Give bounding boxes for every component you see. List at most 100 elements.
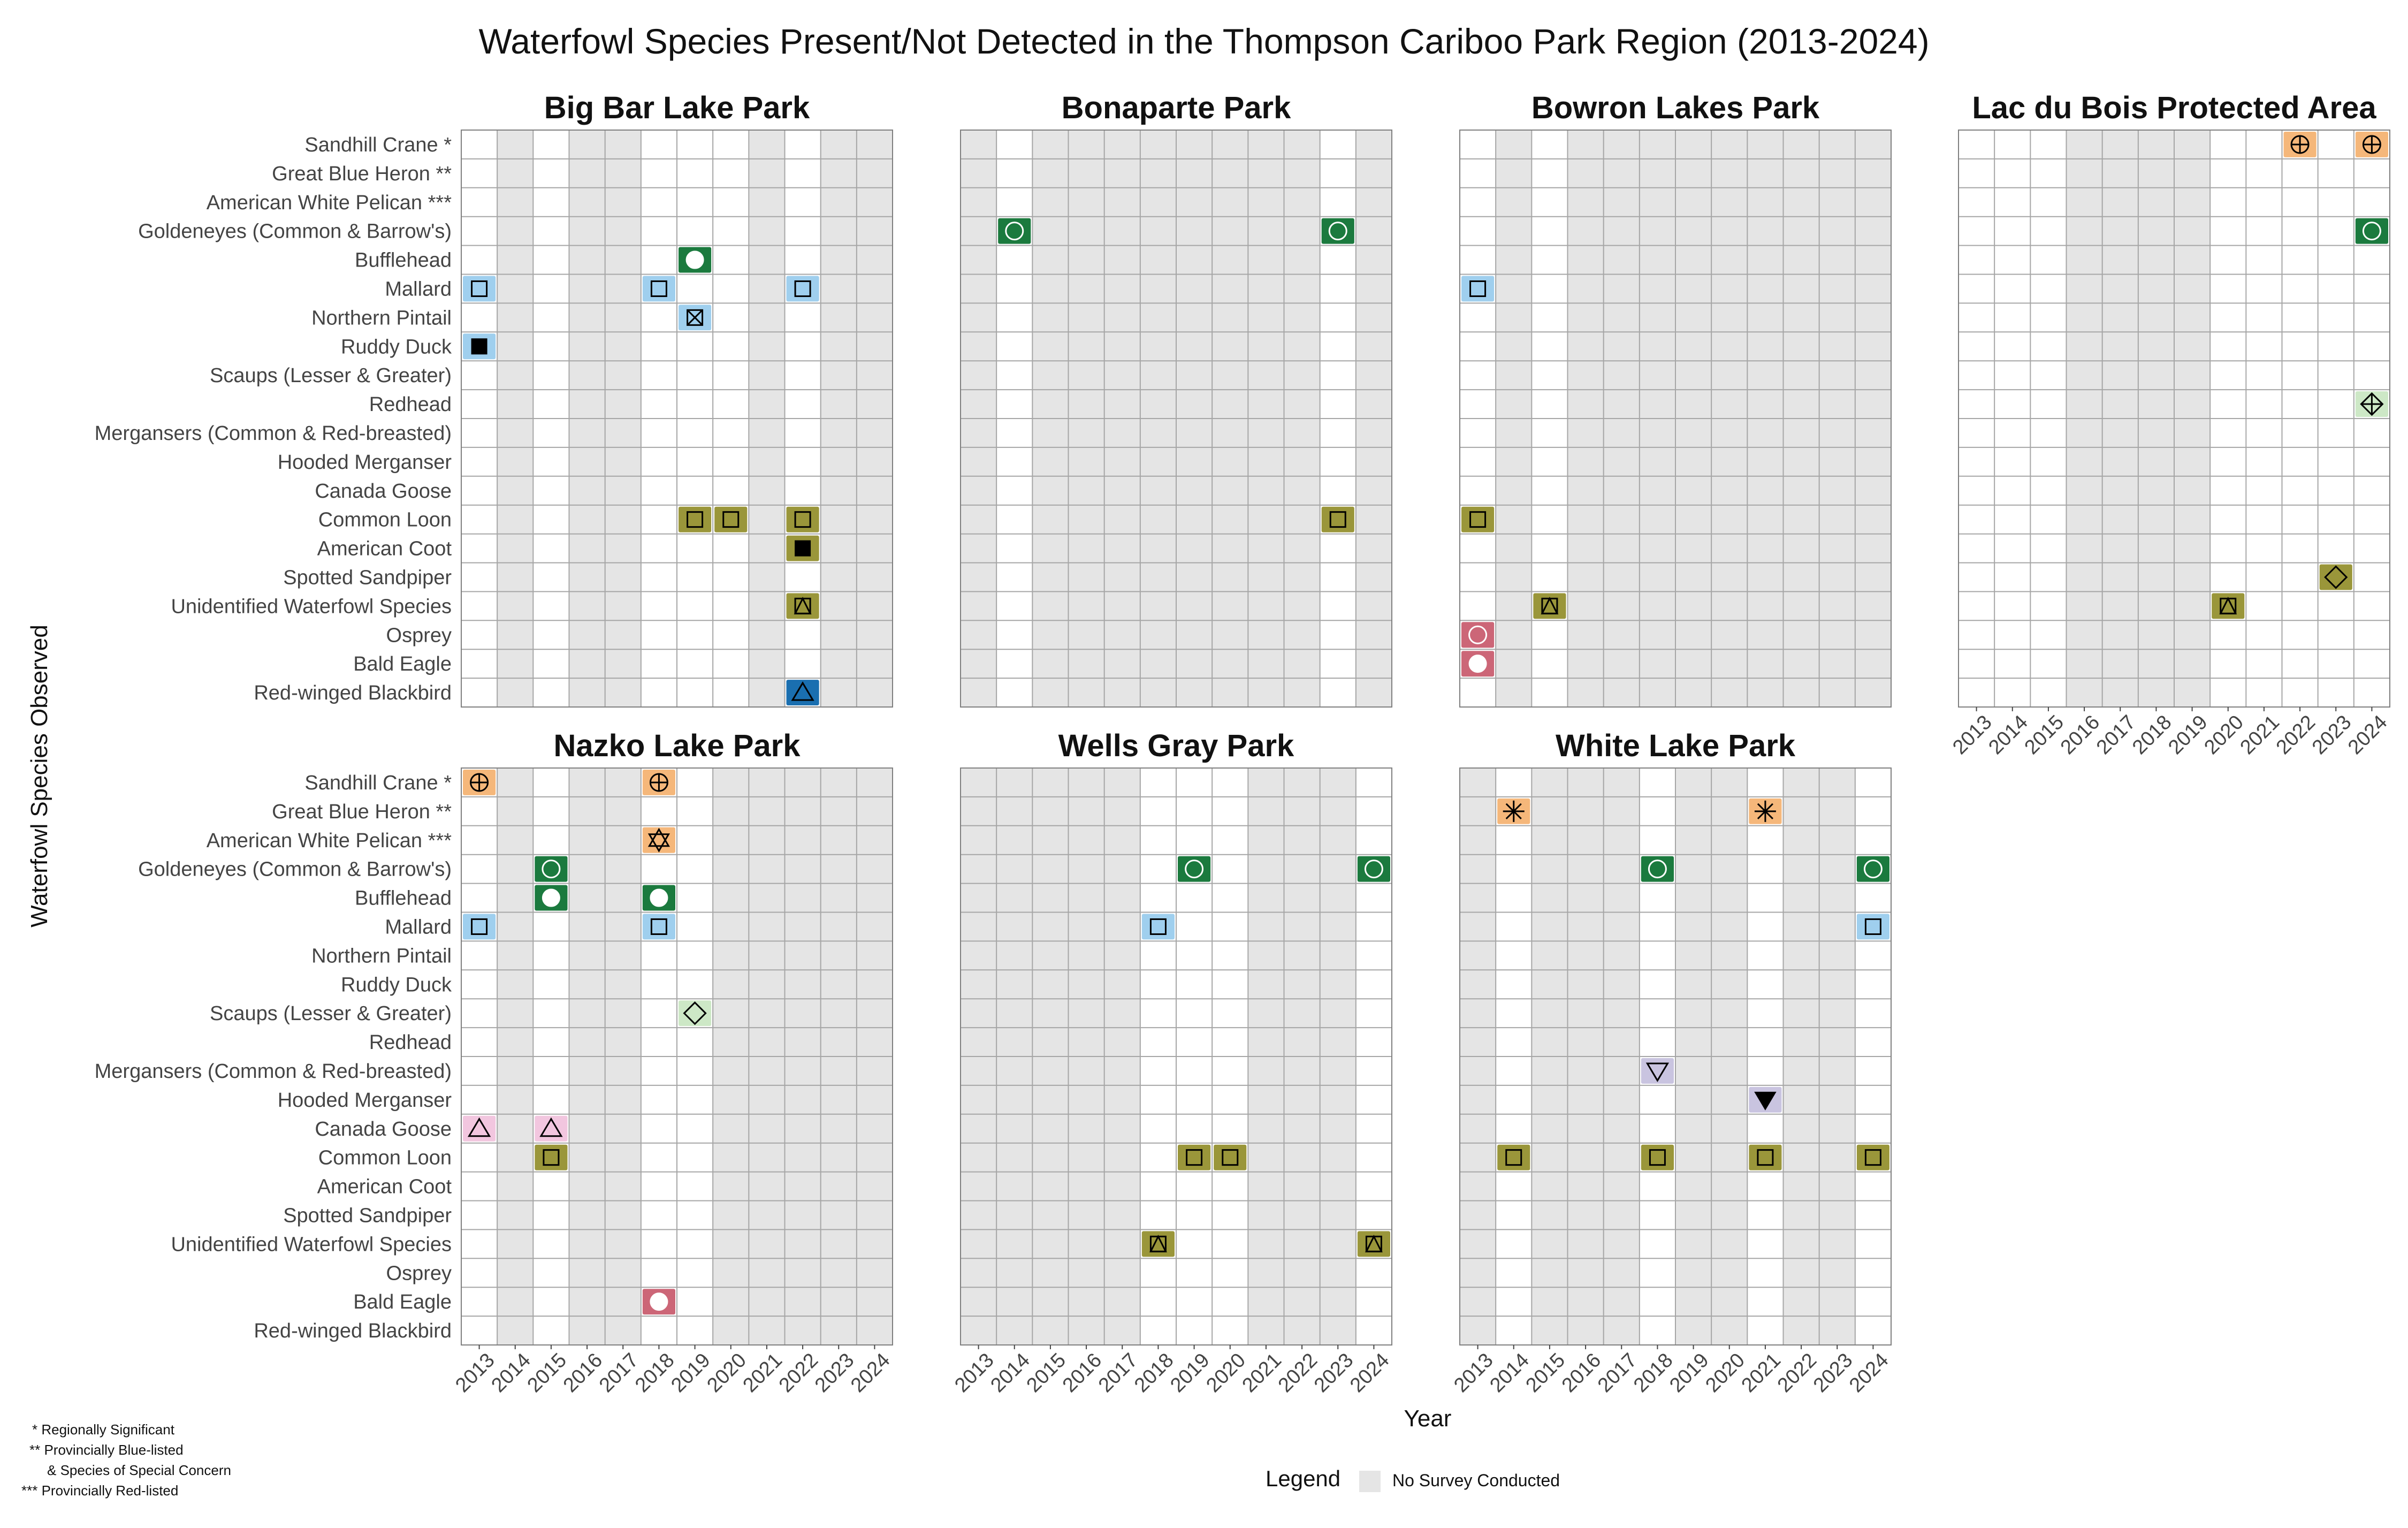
diamond-open-icon [2324,565,2348,589]
y-tick-label: Common Loon [318,1147,452,1169]
y-tick-label: Bufflehead [355,249,452,272]
observation-cell-sandhill-crane-2024 [2355,132,2388,157]
square-open-icon [650,280,667,297]
observation-tile [1178,856,1211,882]
observation-cell-sandhill-crane-2013 [463,770,496,795]
x-tick-label: 2024 [2344,711,2391,758]
panel-border [1459,130,1892,708]
diamond-open-icon [683,1001,707,1025]
y-tick-label: Spotted Sandpiper [283,1204,452,1227]
y-tick-label: Mallard [385,916,452,938]
circle-open-icon [2362,222,2381,241]
x-tick-label: 2019 [2164,711,2212,758]
observation-tile [1461,506,1495,533]
circle-plus-icon [649,773,668,792]
y-tick-label: Sandhill Crane * [304,134,452,156]
footnote: * Regionally Significant [32,1421,175,1438]
x-tick-label: 2022 [2272,711,2320,758]
square-triangle-icon [1541,596,1559,614]
y-tick-label: Hooded Merganser [278,451,452,474]
observation-tile [642,827,675,853]
asterisk-icon [1754,800,1776,822]
observation-cell-goldeneyes-common-barrow-s-2015 [535,856,568,882]
circle-open-icon [1185,860,1204,879]
observation-tile [642,276,675,302]
square-triangle-icon [1149,1234,1167,1252]
panel-lac-du-bois-protected-area: Lac du Bois Protected Area20132014201520… [1948,90,2391,759]
x-tick-label: 2022 [1274,1349,1322,1396]
x-tick-label: 2018 [631,1349,679,1396]
square-open-icon [1864,918,1881,935]
x-tick-label: 2020 [1202,1349,1249,1396]
square-triangle-icon [2219,596,2237,614]
triangle-open-icon [539,1117,563,1137]
observation-tile [786,506,819,533]
observation-cell-goldeneyes-common-barrow-s-2024 [1856,856,1889,882]
observation-cell-bufflehead-2018 [642,885,675,911]
observation-tile [1856,1144,1889,1170]
x-tick-label: 2024 [1845,1349,1893,1396]
legend-swatch [1359,1471,1381,1492]
y-tick-label: Ruddy Duck [341,336,452,358]
observation-cell-goldeneyes-common-barrow-s-2024 [1357,856,1390,882]
observation-tile [1214,1144,1247,1170]
circle-plus-icon [470,773,489,792]
x-tick-label: 2018 [1629,1349,1677,1396]
observation-tile [1178,1144,1211,1170]
observation-tile [1357,856,1390,882]
observation-cell-mallard-2024 [1856,914,1889,940]
observation-cell-scaups-lesser-greater-2019 [679,1000,712,1027]
y-tick-label: Bald Eagle [353,653,452,675]
observation-cell-unidentified-waterfowl-species-2022 [786,593,819,619]
observation-tile [786,276,819,302]
y-tick-label: Scaups (Lesser & Greater) [210,364,452,387]
triangle-open-icon [467,1117,491,1137]
x-tick-label: 2015 [1522,1349,1569,1396]
x-tick-label: 2023 [1809,1349,1857,1396]
y-tick-label: American White Pelican *** [207,192,452,214]
observation-cell-common-loon-2021 [1749,1144,1782,1170]
observation-cell-great-blue-heron-2014 [1497,798,1530,824]
observation-tile [1749,1144,1782,1170]
observation-tile [1856,914,1889,940]
y-tick-label: Osprey [386,1262,452,1284]
square-triangle-icon [794,596,812,614]
observation-cell-american-white-pelican-2018 [642,827,675,853]
panel-title: Lac du Bois Protected Area [1972,90,2376,125]
square-open-icon [1505,1149,1522,1166]
x-tick-label: 2013 [1948,711,1996,758]
observation-tile [2355,218,2388,244]
observation-cell-sandhill-crane-2018 [642,770,675,795]
x-tick-label: 2018 [2128,711,2176,758]
observation-cell-mergansers-common-red-breasted-2018 [1641,1058,1674,1084]
x-tick-label: 2015 [2021,711,2068,758]
x-tick-label: 2019 [667,1349,714,1396]
x-tick-label: 2022 [775,1349,822,1396]
observation-cell-northern-pintail-2019 [679,305,712,331]
y-tick-label: Red-winged Blackbird [254,682,452,704]
observation-cell-mallard-2022 [786,276,819,302]
x-tick-label: 2019 [1665,1349,1713,1396]
observation-tile [1321,218,1354,244]
x-tick-label: 2021 [739,1349,787,1396]
legend-title: Legend [1266,1466,1340,1491]
y-tick-label: American White Pelican *** [207,830,452,852]
square-filled-icon [471,338,487,355]
observation-cell-goldeneyes-common-barrow-s-2024 [2355,218,2388,244]
y-tick-label: Red-winged Blackbird [254,1320,452,1342]
observation-cell-goldeneyes-common-barrow-s-2023 [1321,218,1354,244]
observation-tile [535,856,568,882]
observation-tile [998,218,1031,244]
diamond-plus-icon [2360,392,2384,416]
observation-tile [714,506,748,533]
observation-cell-unidentified-waterfowl-species-2018 [1141,1231,1175,1257]
observation-cell-sandhill-crane-2022 [2283,132,2316,157]
observation-cell-redhead-2024 [2355,391,2388,417]
observation-cell-bufflehead-2015 [535,885,568,911]
observation-cell-mallard-2018 [1141,914,1175,940]
panel-title: Wells Gray Park [1058,728,1294,763]
y-tick-label: Scaups (Lesser & Greater) [210,1002,452,1025]
x-tick-label: 2016 [1558,1349,1605,1396]
footnote: *** Provincially Red-listed [21,1483,178,1499]
circle-open-icon [542,860,561,879]
